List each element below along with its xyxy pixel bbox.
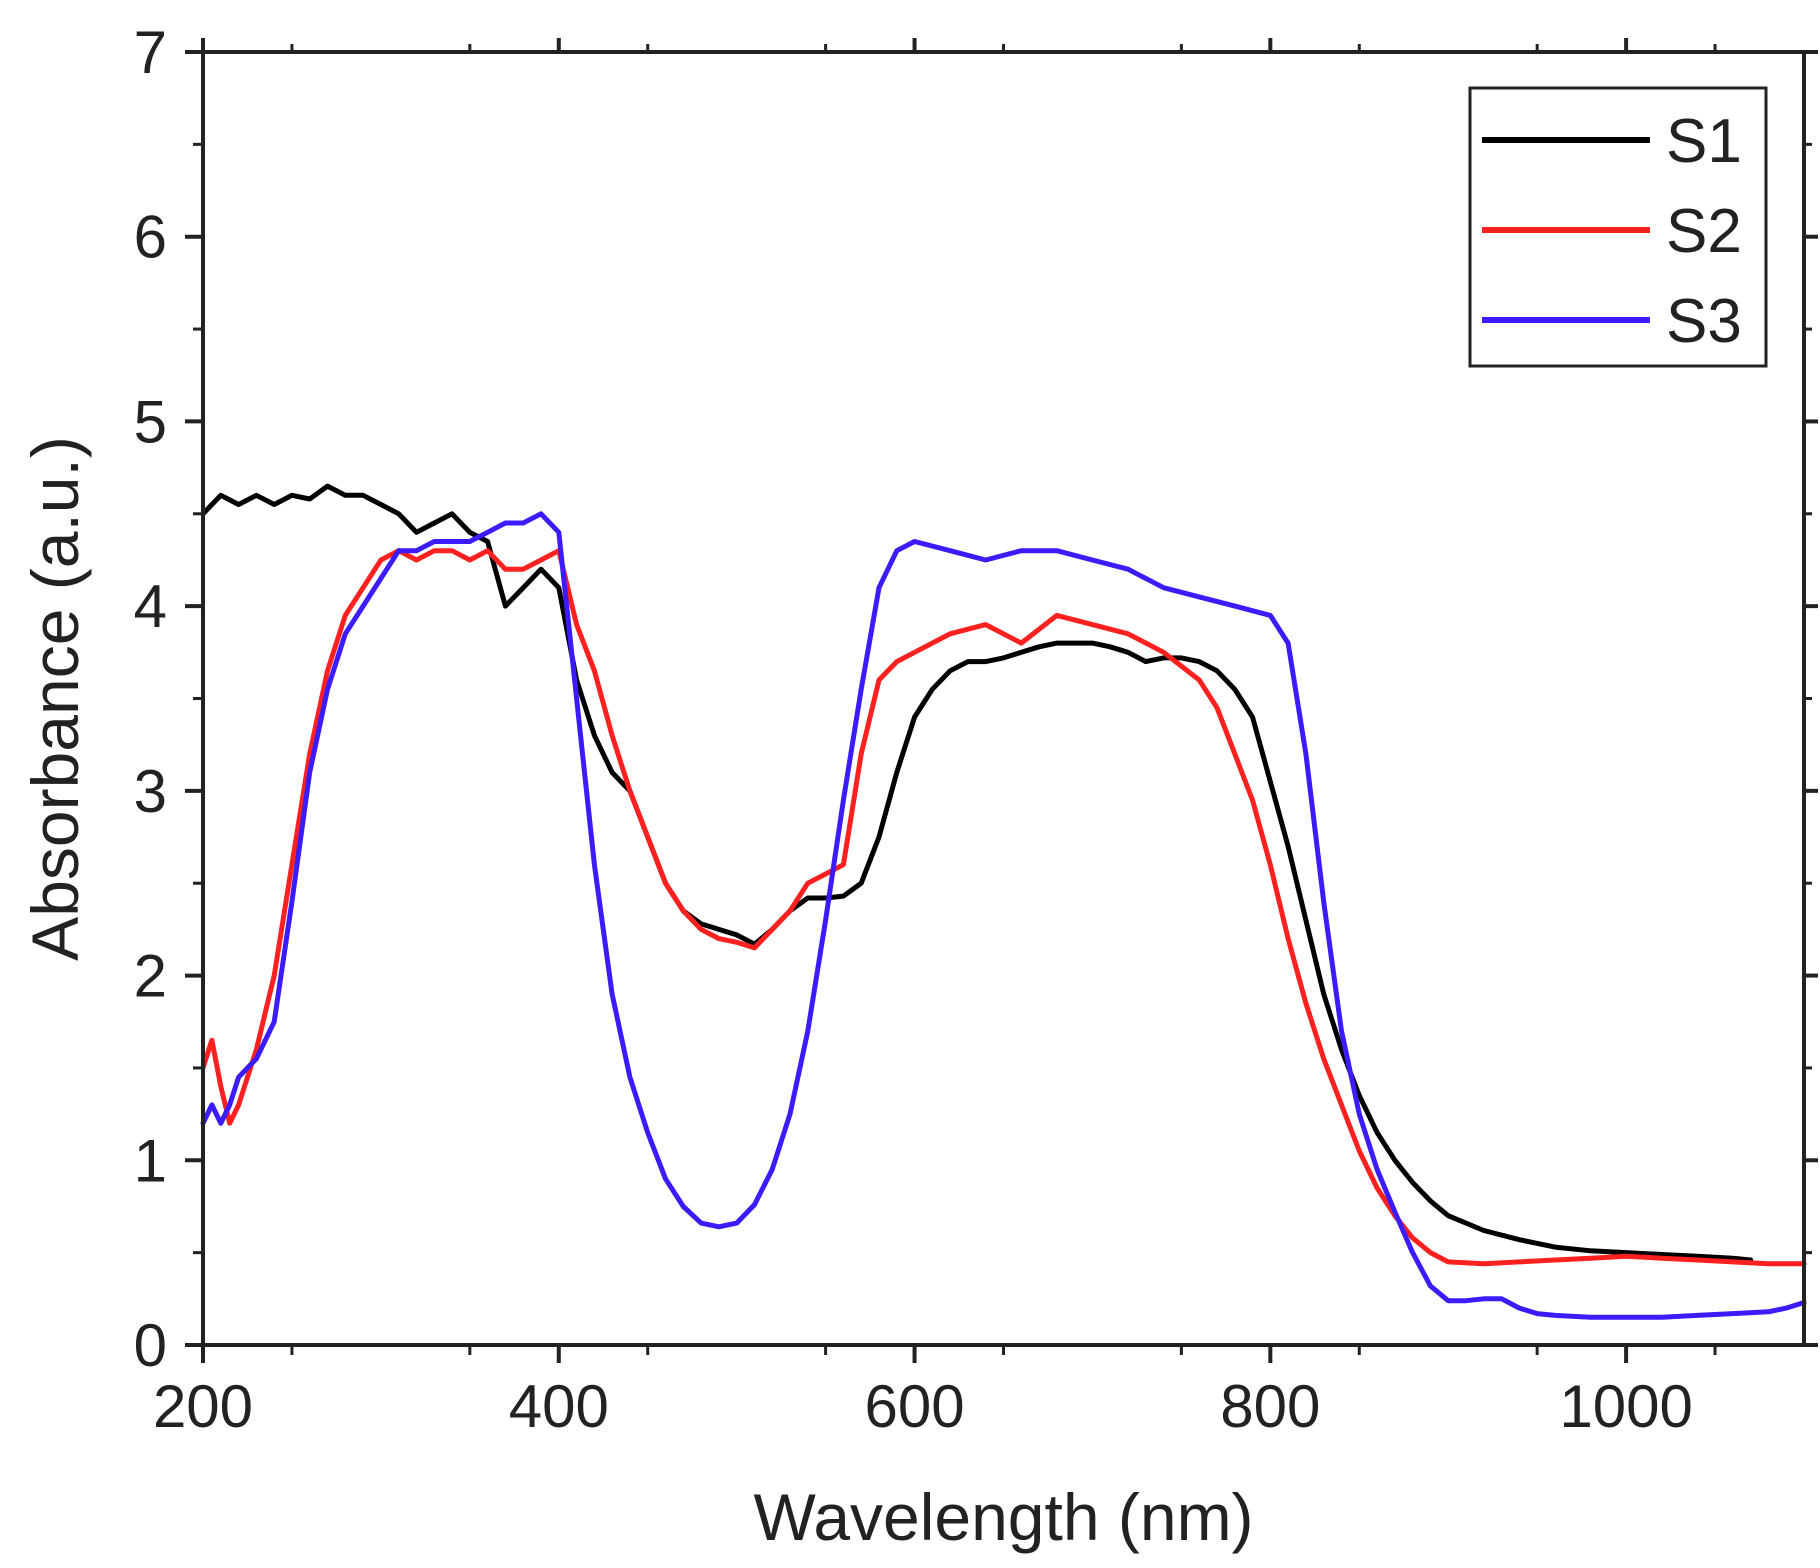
series-layer (200, 483, 1807, 1320)
x-tick-label: 400 (509, 1373, 609, 1440)
legend-label-s1: S1 (1666, 107, 1742, 176)
y-tick-label: 4 (134, 573, 167, 640)
y-tick-label: 0 (134, 1312, 167, 1379)
series-line-s3 (200, 511, 1807, 1320)
legend: S1 S2 S3 (1468, 86, 1768, 368)
y-tick-label: 5 (134, 388, 167, 455)
y-tick-label: 1 (134, 1127, 167, 1194)
x-tick-label: 200 (153, 1373, 253, 1440)
ticks-layer: 200 400 600 800 1000 0 1 2 3 4 5 6 7 (134, 19, 1818, 1440)
y-axis-title: Absorbance (a.u.) (18, 436, 92, 961)
legend-label-s3: S3 (1666, 287, 1742, 356)
x-tick-label: 1000 (1559, 1373, 1692, 1440)
legend-label-s2: S2 (1666, 197, 1742, 266)
x-tick-label: 800 (1220, 1373, 1320, 1440)
x-tick-label: 600 (865, 1373, 965, 1440)
y-tick-label: 7 (134, 19, 167, 86)
y-tick-label: 2 (134, 943, 167, 1010)
series-line-s1 (200, 483, 1754, 1263)
x-axis-title: Wavelength (nm) (753, 1480, 1253, 1554)
y-tick-label: 6 (134, 204, 167, 271)
y-tick-label: 3 (134, 758, 167, 825)
